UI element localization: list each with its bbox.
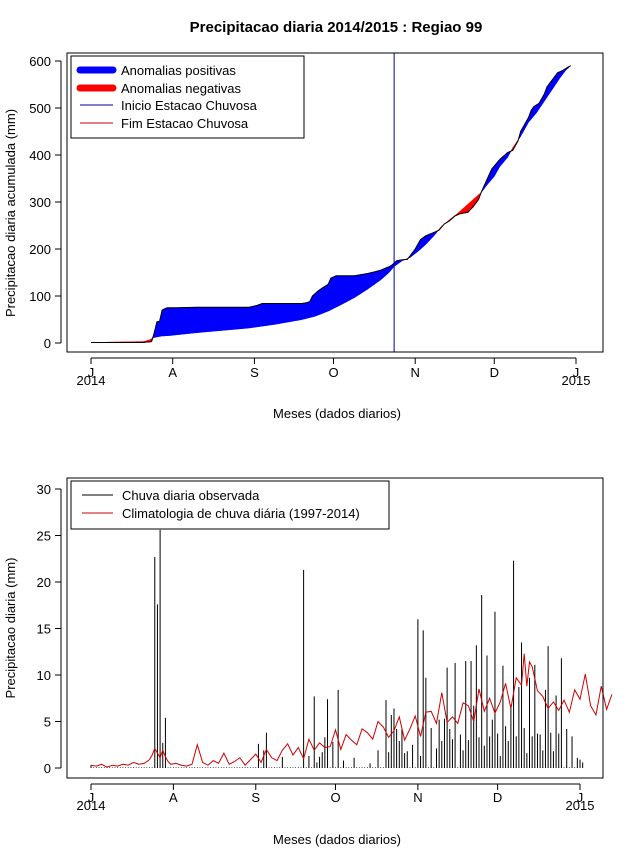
legend-label-observed: Chuva diaria observada bbox=[122, 488, 260, 503]
x-tick-label: S bbox=[250, 365, 259, 380]
x-year-label: 2015 bbox=[562, 373, 591, 388]
plot-frame-2 bbox=[66, 477, 604, 779]
x-tick-label: J bbox=[88, 365, 95, 380]
y-tick-label: 200 bbox=[29, 242, 51, 257]
legend-label-climatology: Climatologia de chuva diária (1997-2014) bbox=[122, 506, 360, 521]
x-tick-label-2: N bbox=[413, 790, 422, 805]
x-tick-label: J bbox=[573, 365, 580, 380]
y-axis: 0 100 200 300 400 500 600 bbox=[29, 54, 62, 351]
x-tick-label: N bbox=[411, 365, 420, 380]
x-axis-label-2: Meses (dados diarios) bbox=[273, 832, 401, 847]
plot-frame bbox=[66, 52, 604, 353]
y-tick-label-2: 0 bbox=[44, 761, 51, 776]
y-tick-label-2: 30 bbox=[37, 482, 51, 497]
x-tick-label-2: O bbox=[330, 790, 340, 805]
x-tick-label: O bbox=[328, 365, 338, 380]
x-tick-label-2: D bbox=[493, 790, 502, 805]
cumulative-plot-area bbox=[90, 65, 571, 344]
daily-plot-area bbox=[90, 529, 613, 768]
x-tick-label-2: A bbox=[169, 790, 178, 805]
chart-title: Precipitacao diaria 2014/2015 : Regiao 9… bbox=[190, 19, 483, 36]
legend-label-end: Fim Estacao Chuvosa bbox=[121, 116, 249, 131]
y-tick-label: 500 bbox=[29, 101, 51, 116]
legend-label-onset: Inicio Estacao Chuvosa bbox=[121, 98, 258, 113]
y-tick-label: 100 bbox=[29, 289, 51, 304]
x-tick-label-2: S bbox=[251, 790, 260, 805]
x-year-label-2: 2014 bbox=[77, 798, 106, 813]
legend-box-2 bbox=[70, 480, 390, 530]
y-axis-label-2: Precipitacao diaria (mm) bbox=[3, 558, 18, 699]
x-tick-label-2: J bbox=[577, 790, 584, 805]
y-tick-label-2: 25 bbox=[37, 529, 51, 544]
x-tick-label: A bbox=[168, 365, 177, 380]
x-axis-label: Meses (dados diarios) bbox=[273, 406, 401, 421]
y-tick-label: 0 bbox=[44, 336, 51, 351]
y-tick-label: 600 bbox=[29, 54, 51, 69]
x-tick-label-2: J bbox=[88, 790, 95, 805]
y-tick-label-2: 5 bbox=[44, 715, 51, 730]
x-year-label-2: 2015 bbox=[566, 798, 595, 813]
y-axis-label: Precipitacao diaria acumulada (mm) bbox=[3, 109, 18, 317]
y-tick-label: 300 bbox=[29, 195, 51, 210]
legend-label-positive: Anomalias positivas bbox=[121, 63, 236, 78]
x-year-label: 2014 bbox=[77, 373, 106, 388]
y-tick-label-2: 10 bbox=[37, 668, 51, 683]
legend-label-negative: Anomalias negativas bbox=[121, 81, 241, 96]
y-tick-label: 400 bbox=[29, 148, 51, 163]
y-tick-label-2: 20 bbox=[37, 575, 51, 590]
legend-2: Chuva diaria observada Climatologia de c… bbox=[70, 480, 390, 530]
y-axis-2: 0 5 10 15 20 25 30 bbox=[37, 482, 62, 776]
y-tick-label-2: 15 bbox=[37, 622, 51, 637]
climatology-line bbox=[90, 653, 613, 768]
legend: Anomalias positivas Anomalias negativas … bbox=[70, 55, 305, 139]
x-tick-label: D bbox=[490, 365, 499, 380]
